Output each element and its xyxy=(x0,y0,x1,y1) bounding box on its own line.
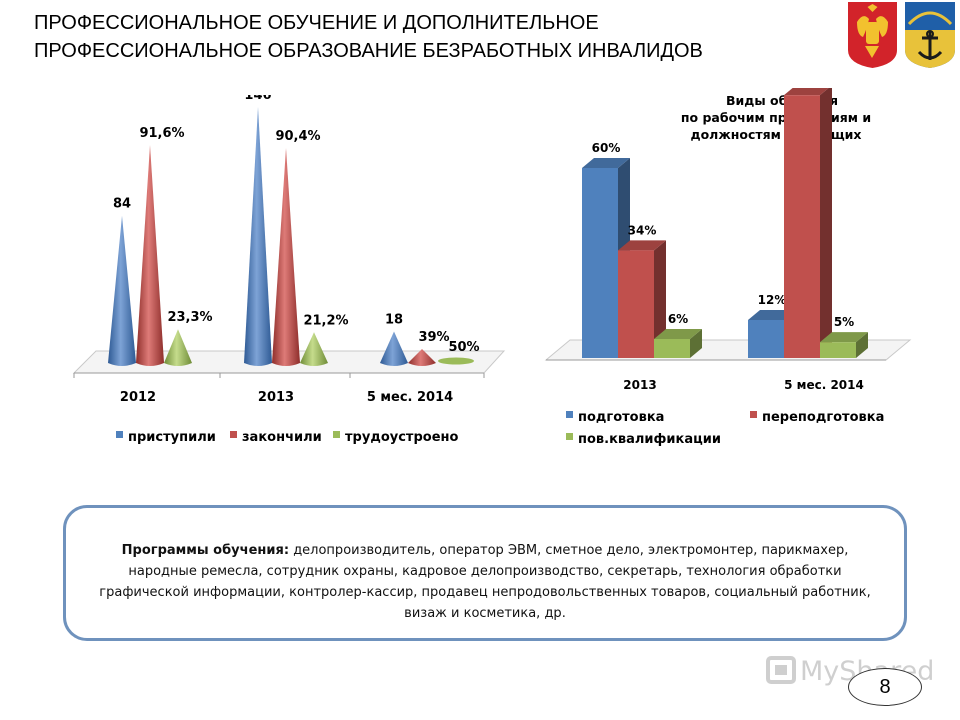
column-bar xyxy=(784,95,820,359)
data-label: 21,2% xyxy=(303,313,348,328)
chart1-x-labels: 2012 2013 5 мес. 2014 xyxy=(120,390,453,405)
page-number: 8 xyxy=(848,668,922,706)
column-bar xyxy=(654,329,702,339)
legend-swatch xyxy=(333,431,340,438)
data-label: 91,6% xyxy=(139,126,184,141)
chart2-title: Виды обучения по рабочим профессиям и до… xyxy=(681,93,871,142)
cone-bar xyxy=(136,144,164,366)
legend-swatch xyxy=(116,431,123,438)
column-bar xyxy=(654,240,666,358)
column-bar xyxy=(820,88,832,358)
column-bar xyxy=(582,158,630,168)
chart2-legend: подготовка переподготовка пов.квалификац… xyxy=(566,410,884,447)
legend-label: трудоустроено xyxy=(345,430,458,445)
data-label: 39% xyxy=(418,330,449,345)
cone-bar xyxy=(164,329,192,366)
cone-bar xyxy=(438,357,474,365)
column-bar xyxy=(582,168,618,358)
legend-label: подготовка xyxy=(578,410,664,425)
column-bar xyxy=(820,332,868,343)
legend-label: закончили xyxy=(242,430,322,445)
data-label: 50% xyxy=(448,340,479,355)
data-label: 34% xyxy=(628,223,657,237)
data-label: 60% xyxy=(592,141,621,155)
column-bar xyxy=(784,88,829,96)
data-label: 5% xyxy=(834,315,854,329)
chart-title: по рабочим профессиям и xyxy=(681,110,871,125)
data-label: 6% xyxy=(668,312,688,326)
data-label: 90,4% xyxy=(275,129,320,144)
column-bar xyxy=(690,329,702,358)
programs-text: делопроизводитель, оператор ЭВМ, сметное… xyxy=(99,543,871,621)
chart-title: должностям служащих xyxy=(691,127,862,142)
legend-swatch xyxy=(230,431,237,438)
legend-label: пов.квалификации xyxy=(578,432,721,447)
column-bar xyxy=(654,339,690,358)
data-label: 23,3% xyxy=(167,310,212,325)
legend-swatch xyxy=(750,411,757,418)
cone-bar xyxy=(300,332,328,366)
legend-swatch xyxy=(566,411,573,418)
x-tick-label: 2013 xyxy=(623,378,656,392)
chart-training-results: 84 91,6% 23,3% 146 90,4% 21,2% 18 39%50% 2012 2… xyxy=(72,95,506,445)
russia-coat-of-arms-icon xyxy=(848,2,897,68)
column-bar xyxy=(618,250,654,358)
data-label: 84 xyxy=(113,197,131,212)
programs-paragraph: Программы обучения: делопроизводитель, о… xyxy=(96,540,874,624)
emblems xyxy=(848,2,955,68)
programs-label: Программы обучения: xyxy=(121,543,290,558)
programs-box: Программы обучения: делопроизводитель, о… xyxy=(63,505,907,641)
data-label: 146 xyxy=(244,95,271,103)
column-bar xyxy=(856,332,868,358)
column-bar xyxy=(618,240,666,251)
data-label: 18 xyxy=(385,312,403,327)
x-tick-label: 5 мес. 2014 xyxy=(784,378,864,392)
page-title: ПРОФЕССИОНАЛЬНОЕ ОБУЧЕНИЕ И ДОПОЛНИТЕЛЬН… xyxy=(34,12,703,62)
murmansk-coat-of-arms-icon xyxy=(905,2,955,68)
chart2-x-labels: 2013 5 мес. 2014 xyxy=(623,378,864,392)
cone-bar xyxy=(272,147,300,366)
cone-bar xyxy=(244,107,272,366)
x-tick-label: 2013 xyxy=(258,390,294,405)
column-bar xyxy=(748,320,784,358)
chart1-legend: приступили закончили трудоустроено xyxy=(116,430,458,445)
column-bar xyxy=(820,342,856,358)
legend-label: приступили xyxy=(128,430,216,445)
x-tick-label: 2012 xyxy=(120,390,156,405)
cone-bar xyxy=(380,331,408,366)
cone-bar xyxy=(108,215,136,366)
chart-training-types: Виды обучения по рабочим профессиям и до… xyxy=(544,88,912,447)
legend-label: переподготовка xyxy=(762,410,884,425)
data-label: 12% xyxy=(758,293,787,307)
legend-swatch xyxy=(566,433,573,440)
x-tick-label: 5 мес. 2014 xyxy=(367,390,453,405)
cone-bar xyxy=(408,349,436,366)
